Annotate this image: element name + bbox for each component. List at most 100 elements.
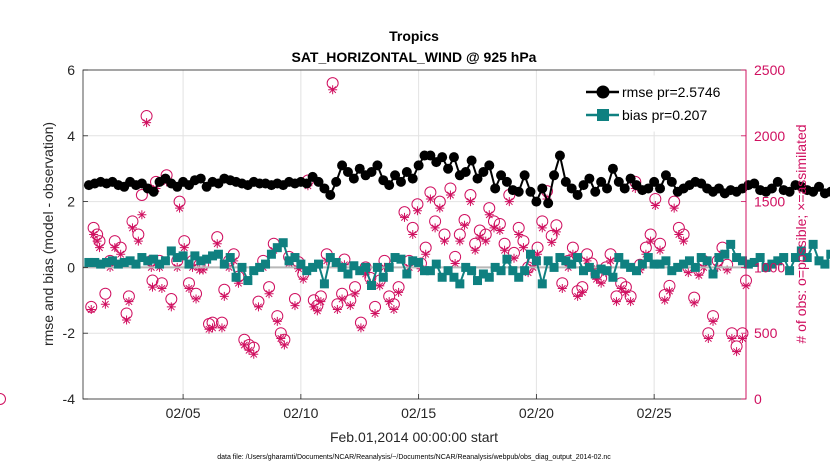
bias-point [408, 256, 418, 266]
y2-tick-label: 2500 [754, 62, 785, 78]
obs-assimilated-point [481, 236, 491, 246]
y-tick-label: 2 [67, 194, 75, 210]
obs-assimilated-point [124, 297, 134, 307]
obs-assimilated-point [500, 245, 510, 255]
bias-point [378, 272, 388, 282]
bias-point [478, 269, 488, 279]
rmse-point [484, 160, 495, 171]
obs-assimilated-point [621, 287, 631, 297]
legend-box [582, 75, 737, 132]
rmse-point [572, 190, 583, 201]
bias-point [343, 269, 353, 279]
obs-assimilated-point [361, 269, 371, 279]
obs-assimilated-point [166, 302, 176, 312]
rmse-point [584, 173, 595, 184]
obs-assimilated-point [191, 294, 201, 304]
obs-assimilated-point [204, 324, 214, 334]
bias-point [243, 276, 253, 286]
bias-point [732, 253, 742, 263]
bias-point [708, 269, 718, 279]
bias-point [137, 253, 147, 263]
bias-point [443, 266, 453, 276]
rmse-point [342, 166, 353, 177]
bias-point [649, 259, 659, 269]
bias-point [125, 256, 135, 266]
obs-assimilated-point [198, 265, 208, 275]
obs-assimilated-point [408, 230, 418, 239]
bias-point [737, 256, 747, 266]
bias-point [620, 259, 630, 269]
bias-point [626, 262, 636, 272]
rmse-point [460, 166, 471, 177]
rmse-point [825, 186, 830, 197]
obs-assimilated-point [279, 340, 289, 350]
obs-assimilated-point [239, 340, 249, 350]
bias-point [714, 253, 724, 263]
bias-point [314, 259, 324, 269]
obs-assimilated-point [86, 305, 96, 315]
obs-assimilated-point [332, 305, 342, 315]
rmse-point [407, 173, 418, 184]
obs-assimilated-point [568, 249, 578, 259]
obs-assimilated-point [484, 210, 494, 220]
bias-point [814, 256, 824, 266]
rmse-point [313, 176, 324, 187]
bias-point [785, 266, 795, 276]
rmse-point [655, 183, 666, 194]
bias-point [555, 253, 565, 263]
obs-assimilated-point [244, 345, 254, 355]
bias-point [155, 259, 165, 269]
obs-assimilated-point [276, 333, 286, 343]
obs-possible-point [0, 393, 6, 405]
obs-assimilated-point [249, 349, 259, 359]
bias-point [561, 256, 571, 266]
rmse-point [666, 176, 677, 187]
rmse-point [413, 160, 424, 171]
bias-point [696, 253, 706, 263]
x-axis-label: Feb.01,2014 00:00:00 start [330, 429, 498, 445]
bias-point [184, 259, 194, 269]
bias-point [525, 249, 535, 259]
obs-assimilated-point [233, 278, 243, 288]
obs-assimilated-point [683, 268, 693, 278]
bias-point [361, 262, 371, 272]
obs-assimilated-point [455, 236, 465, 246]
rmse-point [443, 163, 454, 174]
obs-assimilated-point [495, 226, 505, 236]
obs-assimilated-point [489, 223, 499, 233]
bias-point [567, 259, 577, 269]
bias-point [278, 238, 288, 248]
y-tick-label: 6 [67, 62, 75, 78]
obs-assimilated-point [509, 253, 519, 263]
bias-point [461, 262, 471, 272]
obs-assimilated-point [708, 316, 718, 326]
obs-assimilated-point [157, 283, 167, 293]
bias-point [90, 257, 100, 267]
obs-assimilated-point [175, 203, 185, 213]
rmse-point [496, 170, 507, 181]
obs-assimilated-point [577, 287, 587, 297]
bias-point [578, 266, 588, 276]
bias-point [372, 262, 382, 272]
bias-point [537, 279, 547, 289]
obs-assimilated-point [475, 232, 485, 242]
obs-assimilated-point [445, 190, 455, 200]
obs-assimilated-point [430, 223, 440, 233]
rmse-point [437, 152, 448, 163]
obs-assimilated-point [122, 315, 132, 325]
rmse-point [625, 173, 636, 184]
obs-assimilated-point [142, 118, 152, 128]
bias-point [325, 253, 335, 263]
bias-point [720, 249, 730, 259]
bias-point [614, 253, 624, 263]
legend-rmse-marker [596, 85, 610, 99]
y-tick-label: -4 [63, 391, 76, 407]
obs-assimilated-point [92, 236, 102, 246]
obs-assimilated-point [94, 243, 104, 253]
bias-point [473, 276, 483, 286]
bias-point [160, 256, 170, 266]
y-axis-label: rmse and bias (model - observation) [40, 122, 56, 346]
bias-point [107, 256, 117, 266]
rmse-point [537, 183, 548, 194]
